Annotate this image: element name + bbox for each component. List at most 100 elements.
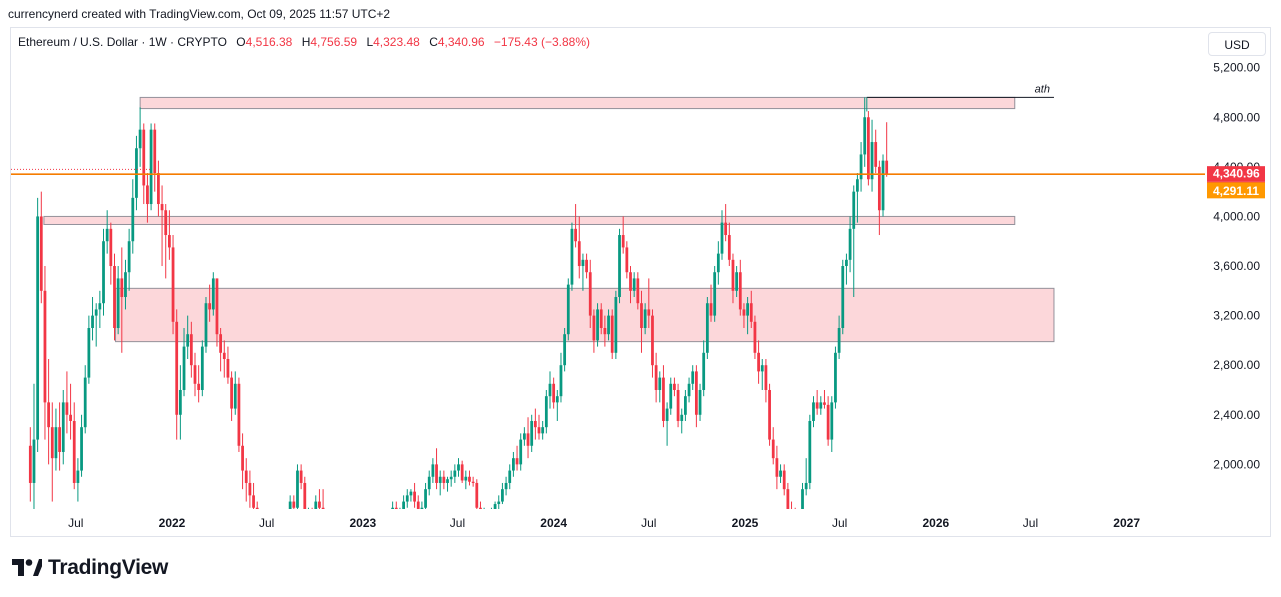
price-tick-label: 2,800.00 [1213,358,1260,372]
candle [786,482,790,509]
candle [841,259,845,335]
candle [230,371,233,421]
candle [314,495,318,509]
candle [533,408,537,440]
candle [340,541,343,563]
candle [219,328,223,372]
zone-1[interactable] [43,215,1016,225]
price-label-text-0: 4,340.96 [1213,167,1260,181]
candle [233,371,237,415]
candle [815,389,819,415]
candle [160,185,164,267]
candle [193,352,197,397]
candle [336,539,339,554]
open-value: 4,516.38 [245,35,293,49]
open-label: O [236,35,246,49]
candle [596,303,599,347]
candle [333,545,336,557]
candle [757,340,760,384]
candle [647,278,651,329]
price-tick-label: 5,200.00 [1213,61,1260,75]
candle [318,489,321,509]
time-tick-label: Jul [1023,516,1038,530]
time-tick-label: Jul [259,516,274,530]
candle [852,185,856,298]
candle [479,501,482,509]
candle [373,554,376,566]
candle [178,365,182,440]
candle [768,383,771,446]
time-tick-label: 2023 [349,516,376,530]
candle [742,303,746,329]
time-tick-label: 2026 [922,516,949,530]
candle [555,389,559,421]
candle [570,222,574,291]
currency-button[interactable]: USD [1208,32,1266,56]
candle [127,228,131,291]
close-value: 4,340.96 [437,35,485,49]
candle [716,241,720,285]
candle [760,358,764,390]
candle [702,340,706,397]
candle [391,501,395,509]
candle [588,259,592,329]
candle [252,482,255,509]
candle [384,533,387,552]
candle [457,458,460,477]
candle [771,427,775,465]
zone-0[interactable] [139,96,1016,110]
candle [65,371,69,434]
candle [753,315,757,359]
candle [369,557,372,566]
candle [490,507,492,509]
candle [574,204,578,248]
candle [581,253,585,291]
time-tick-label: 2022 [159,516,186,530]
candle [189,321,193,378]
candle [559,352,563,403]
candle [321,489,325,509]
candle [399,507,401,509]
price-tick-label: 3,200.00 [1213,309,1260,323]
candle [819,396,823,415]
candle [497,495,501,509]
candle [347,557,350,582]
attribution-text: currencynerd created with TradingView.co… [8,7,391,21]
close-label: C [429,35,438,49]
time-tick-label: Jul [450,516,465,530]
candle [355,545,358,564]
candle [705,297,709,359]
candle [416,495,420,509]
candle [797,514,800,539]
candle [493,501,497,509]
candle [460,460,464,483]
candle [684,389,687,421]
candle [267,557,270,597]
candle [662,365,665,428]
time-axis: Jul 2022 Jul 2023 Jul 2024 Jul 2025 Jul 2026 Jul 20… [68,516,1140,530]
candle [325,514,328,551]
candle [643,303,647,335]
candle [105,210,109,254]
price-label-box-0 [1207,166,1265,182]
candle [504,476,508,496]
candle [515,445,519,471]
candle [149,123,153,211]
candle [296,464,299,509]
candle [109,222,113,285]
candle [563,328,567,372]
candle [211,272,215,316]
candle [69,383,72,440]
candle [270,557,273,582]
zone-2[interactable] [115,287,1055,343]
high-value: 4,756.59 [310,35,358,49]
candle [248,470,252,508]
candle [83,365,87,434]
time-tick-label: Jul [832,516,847,530]
candle [475,479,479,509]
candle [50,402,54,502]
candle [603,315,607,347]
candle [794,507,796,509]
candle [775,445,779,490]
